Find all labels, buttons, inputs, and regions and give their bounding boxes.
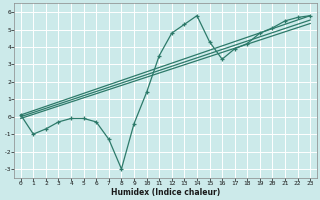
X-axis label: Humidex (Indice chaleur): Humidex (Indice chaleur) [111,188,220,197]
